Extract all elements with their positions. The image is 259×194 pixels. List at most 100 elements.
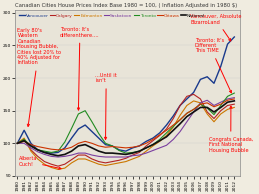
Ottawa	[219, 103, 222, 105]
Saskatoon	[172, 138, 175, 141]
Calgary	[138, 151, 141, 154]
National	[118, 153, 121, 155]
Calgary	[16, 142, 19, 145]
Calgary	[185, 95, 188, 98]
Vancouver	[90, 130, 93, 133]
Vancouver	[63, 147, 66, 149]
Ottawa	[212, 106, 215, 108]
National	[233, 100, 236, 102]
Saskatoon	[56, 156, 60, 158]
Vancouver	[178, 104, 182, 107]
Edmonton	[124, 160, 127, 163]
Vancouver	[192, 91, 195, 94]
Toronto	[158, 138, 161, 141]
Toronto	[219, 104, 222, 107]
Calgary	[23, 138, 26, 141]
Edmonton	[84, 158, 87, 160]
Toronto	[70, 127, 73, 129]
Toronto	[56, 150, 60, 152]
Calgary	[212, 117, 215, 120]
Text: Toronto: It's
differenthere....: Toronto: It's differenthere....	[60, 27, 100, 110]
National	[158, 139, 161, 142]
Ottawa	[124, 147, 127, 149]
Calgary	[158, 134, 161, 137]
Text: Alberta
Ouch!: Alberta Ouch!	[19, 156, 61, 169]
National	[178, 123, 182, 125]
Edmonton	[152, 145, 155, 147]
Saskatoon	[118, 156, 121, 158]
Edmonton	[90, 160, 93, 163]
Vancouver	[36, 149, 39, 151]
Saskatoon	[77, 152, 80, 154]
National	[138, 150, 141, 152]
National	[50, 153, 53, 156]
Edmonton	[192, 100, 195, 102]
Calgary	[56, 165, 60, 167]
Toronto	[199, 103, 202, 105]
National	[84, 143, 87, 146]
Edmonton	[172, 126, 175, 128]
Toronto	[77, 113, 80, 115]
Toronto	[212, 113, 215, 116]
Toronto	[185, 112, 188, 114]
Calgary	[219, 110, 222, 112]
National	[16, 142, 19, 145]
Calgary	[206, 111, 209, 113]
Ottawa	[233, 98, 236, 100]
Text: ...Until it
isn't: ...Until it isn't	[95, 73, 117, 139]
Ottawa	[172, 124, 175, 126]
Text: Canadian Cities House Prices Index Base 1980 = 100, ( Inflation Adjusted in 1980: Canadian Cities House Prices Index Base …	[15, 3, 238, 8]
Edmonton	[212, 121, 215, 123]
Calgary	[124, 157, 127, 159]
Calgary	[199, 98, 202, 100]
Vancouver	[50, 152, 53, 154]
Vancouver	[226, 43, 229, 45]
Vancouver	[138, 145, 141, 147]
Vancouver	[206, 76, 209, 78]
Vancouver	[152, 137, 155, 139]
Ottawa	[226, 99, 229, 101]
Calgary	[226, 104, 229, 107]
National	[172, 129, 175, 131]
Toronto	[104, 142, 107, 145]
Vancouver	[165, 124, 168, 126]
Saskatoon	[158, 147, 161, 149]
Saskatoon	[165, 144, 168, 146]
Vancouver	[233, 36, 236, 38]
Saskatoon	[16, 142, 19, 145]
Saskatoon	[199, 102, 202, 104]
Toronto	[131, 151, 134, 154]
Edmonton	[185, 104, 188, 107]
Line: Calgary: Calgary	[17, 94, 234, 166]
National	[206, 106, 209, 109]
Ottawa	[199, 103, 202, 105]
National	[29, 145, 32, 147]
Vancouver	[124, 150, 127, 152]
Ottawa	[111, 146, 114, 148]
Calgary	[77, 154, 80, 156]
Saskatoon	[192, 111, 195, 113]
Ottawa	[104, 146, 107, 148]
Saskatoon	[43, 153, 46, 156]
Toronto	[63, 141, 66, 143]
Ottawa	[50, 148, 53, 150]
Calgary	[70, 158, 73, 161]
Edmonton	[23, 137, 26, 139]
Ottawa	[56, 149, 60, 151]
Line: Edmonton: Edmonton	[17, 101, 234, 169]
National	[131, 152, 134, 154]
Ottawa	[206, 102, 209, 104]
Ottawa	[97, 145, 100, 147]
Saskatoon	[90, 154, 93, 156]
Toronto	[124, 152, 127, 154]
Calgary	[104, 162, 107, 164]
Toronto	[36, 149, 39, 151]
Saskatoon	[63, 155, 66, 158]
Ottawa	[158, 134, 161, 136]
Calgary	[84, 154, 87, 156]
Saskatoon	[97, 155, 100, 158]
Saskatoon	[212, 104, 215, 107]
Text: Congrats Canada,
First National
Housing Bubble: Congrats Canada, First National Housing …	[208, 106, 253, 152]
Vancouver	[70, 137, 73, 139]
Toronto	[172, 125, 175, 127]
